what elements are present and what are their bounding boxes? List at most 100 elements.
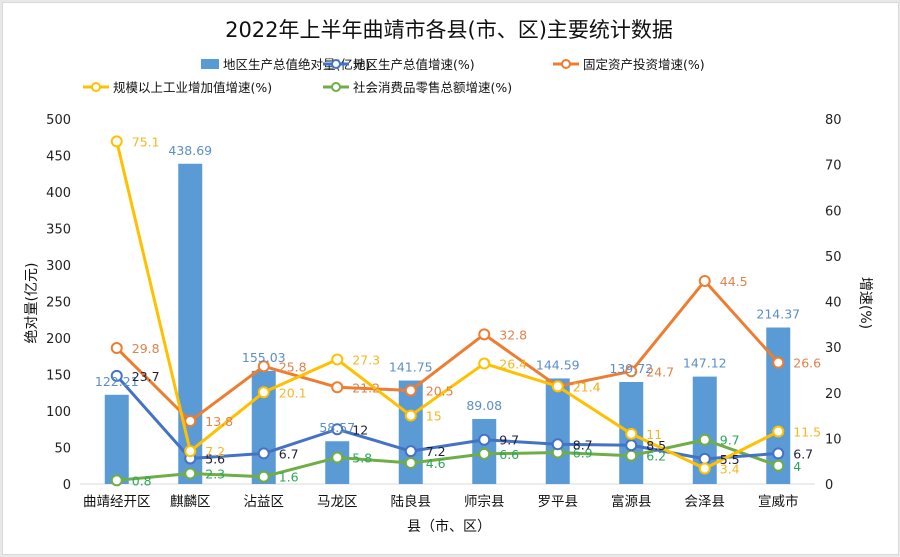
series-line: [115, 141, 779, 470]
series-marker: [257, 386, 270, 399]
line-value-label: 11.5: [793, 425, 821, 440]
y-left-tick-label: 100: [46, 405, 71, 420]
y-right-tick-label: 20: [825, 387, 842, 402]
data-labels: 122.21 438.69 155.03 58.57 141.75 89.08 144.59…: [95, 134, 821, 488]
bar-value-label: 155.03: [242, 350, 286, 365]
x-tick-label: 会泽县: [685, 494, 726, 510]
bar-value-label: 144.59: [536, 357, 580, 372]
bar-value-label: 141.75: [389, 360, 433, 375]
series-marker: [110, 342, 123, 355]
chart-title: 2022年上半年曲靖市各县(市、区)主要统计数据: [225, 18, 673, 42]
bar-value-label: 122.21: [95, 374, 139, 389]
y-left-tick-label: 300: [46, 259, 71, 274]
series-marker: [184, 467, 197, 480]
line-value-label: 44.5: [720, 274, 748, 289]
legend-label: 社会消费品零售总额增速(%): [353, 80, 512, 95]
y-right-tick-label: 60: [825, 204, 842, 219]
line-value-label: 27.3: [352, 352, 380, 367]
line-value-label: 9.7: [499, 433, 519, 448]
series-marker: [478, 433, 491, 446]
y-right-tick-label: 0: [825, 478, 833, 493]
y-axis-right-title: 增速(%): [857, 277, 873, 329]
series-marker: [698, 433, 711, 446]
series-marker: [257, 360, 270, 373]
series-marker: [110, 369, 123, 382]
y-left-tick-label: 0: [63, 478, 71, 493]
series-marker: [551, 380, 564, 393]
line-value-label: 29.8: [132, 341, 160, 356]
line-value-label: 5.8: [352, 451, 372, 466]
series-marker: [625, 449, 638, 462]
line-value-label: 4: [793, 459, 801, 474]
y-right-tick-label: 80: [825, 113, 842, 128]
line-value-label: 3.4: [720, 461, 740, 476]
bar-value-label: 139.72: [609, 361, 653, 376]
line-value-label: 13.8: [205, 414, 233, 429]
x-tick-label: 富源县: [611, 493, 652, 510]
series-marker: [772, 425, 785, 438]
line-value-label: 11: [646, 427, 662, 442]
line-value-label: 7.2: [426, 444, 446, 459]
y-left-tick-label: 450: [46, 150, 71, 165]
bar-value-label: 214.37: [756, 307, 800, 322]
x-tick-label: 罗平县: [538, 494, 579, 510]
series-marker: [404, 457, 417, 470]
legend-swatch-bar: [201, 59, 219, 69]
x-axis-title: 县（市、区）: [407, 518, 491, 535]
series-marker: [257, 470, 270, 483]
series-marker: [478, 328, 491, 341]
line-value-label: 1.6: [279, 470, 299, 485]
series-marker: [110, 474, 123, 487]
line-value-label: 21.4: [573, 379, 601, 394]
legend-label: 规模以上工业增加值增速(%): [113, 80, 272, 95]
line-value-label: 21.2: [352, 380, 380, 395]
legend-item: 固定资产投资增速(%): [553, 57, 705, 72]
series-marker: [698, 452, 711, 465]
bars: [104, 163, 791, 485]
y-left-tick-label: 350: [46, 223, 71, 238]
y-left-tick-label: 400: [46, 186, 71, 201]
line-value-label: 6.7: [793, 446, 813, 461]
series-marker: [772, 447, 785, 460]
series-marker: [331, 381, 344, 394]
series-marker: [184, 415, 197, 428]
y-right-tick-label: 40: [825, 296, 842, 311]
line-value-label: 6.7: [279, 446, 299, 461]
y-left-tick-label: 250: [46, 296, 71, 311]
line-value-label: 6.9: [573, 446, 593, 461]
line-value-label: 9.7: [720, 433, 740, 448]
legend-swatch-marker: [331, 82, 341, 92]
line-value-label: 20.5: [426, 383, 454, 398]
y-right-tick-label: 50: [825, 250, 842, 265]
series-marker: [331, 423, 344, 436]
line-value-label: 4.6: [426, 456, 446, 471]
series-marker: [404, 384, 417, 397]
line-value-label: 23.7: [132, 369, 160, 384]
line-value-label: 21.4: [573, 379, 601, 394]
series-marker: [478, 357, 491, 370]
line-value-label: 25.8: [279, 359, 307, 374]
line-value-label: 26.4: [499, 357, 527, 372]
line-value-label: 20.1: [279, 385, 307, 400]
line-value-label: 7.2: [205, 444, 225, 459]
x-tick-label: 马龙区: [317, 494, 358, 510]
x-tick-label: 师宗县: [464, 494, 505, 510]
line-value-label: 0.8: [132, 473, 152, 488]
series-marker: [625, 439, 638, 452]
legend-item: 社会消费品零售总额增速(%): [323, 80, 512, 95]
series-marker: [698, 274, 711, 287]
series-marker: [331, 353, 344, 366]
series-marker: [772, 356, 785, 369]
series-marker: [551, 438, 564, 451]
line-value-label: 75.1: [132, 134, 160, 149]
legend-item: 地区生产总值增速(%): [323, 57, 475, 72]
y-axis-left-title: 绝对量(亿元): [24, 263, 40, 344]
legend-item: 规模以上工业增加值增速(%): [83, 80, 272, 95]
axes: 0501001502002503003504004505000102030405…: [46, 113, 841, 510]
legend-swatch-marker: [91, 82, 101, 92]
series-marker: [184, 445, 197, 458]
y-right-tick-label: 10: [825, 432, 842, 447]
series-marker: [404, 445, 417, 458]
bar: [104, 394, 129, 484]
